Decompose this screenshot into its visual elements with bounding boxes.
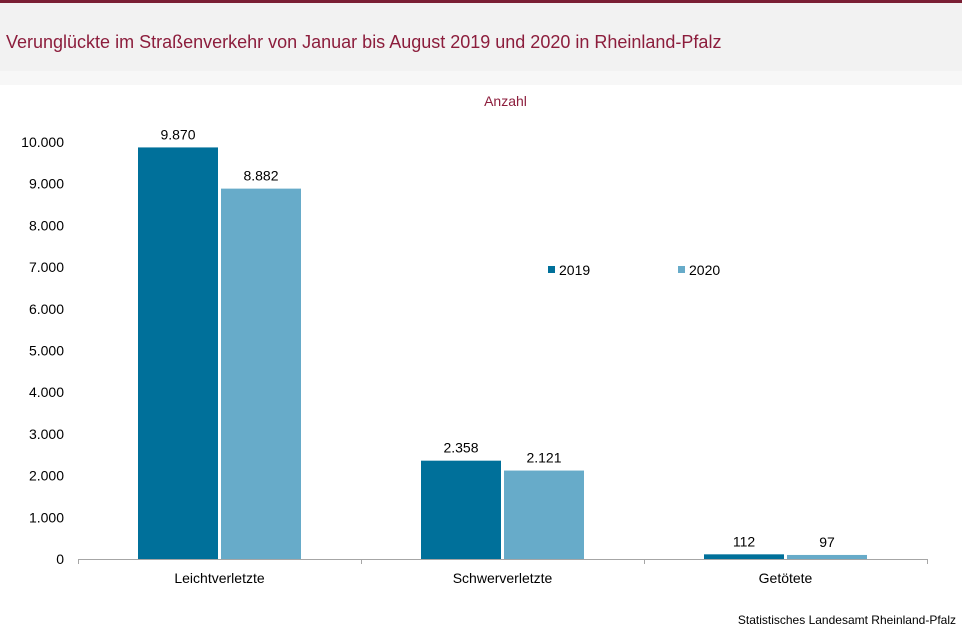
bar-2019-2	[421, 460, 501, 559]
bar-2020-2	[504, 470, 584, 559]
y-tick-label: 0	[56, 551, 64, 567]
data-label: 112	[733, 533, 756, 549]
y-tick-label: 9.000	[29, 176, 64, 192]
bar-2020-1	[221, 188, 301, 559]
data-label: 97	[819, 534, 835, 550]
bar-2019-1	[138, 147, 218, 559]
bar-2020-3	[787, 554, 867, 559]
top-rule	[0, 0, 962, 3]
x-tick-label: Schwerverletzte	[453, 570, 553, 586]
data-label: 8.882	[243, 168, 278, 184]
y-tick-label: 7.000	[29, 259, 64, 275]
data-label: 9.870	[160, 126, 195, 142]
y-tick-label: 2.000	[29, 468, 64, 484]
header-divider	[0, 71, 962, 85]
y-tick-label: 10.000	[21, 134, 64, 150]
legend-swatch-2019	[548, 266, 555, 273]
y-tick-label: 1.000	[29, 509, 64, 525]
x-tick-label: Getötete	[759, 570, 813, 586]
legend-swatch-2020	[678, 266, 685, 273]
data-label: 2.358	[443, 440, 478, 456]
chart-subtitle: Anzahl	[484, 93, 527, 109]
title-bar: Verunglückte im Straßenverkehr von Janua…	[0, 3, 962, 71]
y-tick-label: 4.000	[29, 384, 64, 400]
x-tick-label: Leichtverletzte	[174, 570, 264, 586]
legend-label-2020: 2020	[689, 262, 720, 278]
y-tick-label: 5.000	[29, 343, 64, 359]
y-tick-label: 3.000	[29, 426, 64, 442]
y-tick-label: 6.000	[29, 301, 64, 317]
data-label: 2.121	[526, 450, 561, 466]
bar-2019-3	[704, 554, 784, 559]
y-tick-label: 8.000	[29, 217, 64, 233]
chart-title: Verunglückte im Straßenverkehr von Janua…	[6, 32, 722, 52]
source-note: Statistisches Landesamt Rheinland-Pfalz	[737, 613, 956, 627]
legend-label-2019: 2019	[559, 262, 590, 278]
